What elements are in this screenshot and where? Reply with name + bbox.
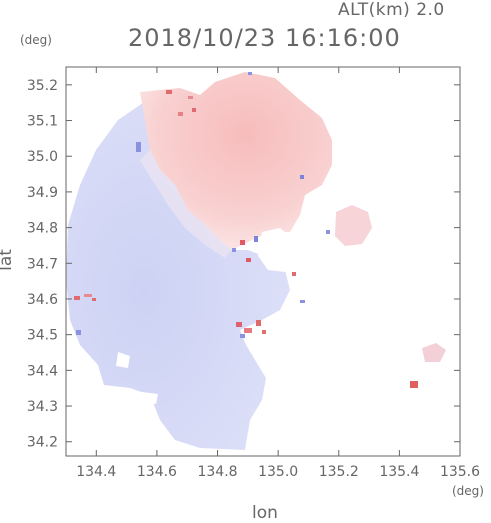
y-tick-label: 34.5 [27,328,58,344]
red-echo-region [140,72,332,250]
datetime-title: 2018/10/23 16:16:00 [128,24,401,52]
y-ticks: 34.2 34.3 34.4 34.5 34.6 34.7 34.8 34.9 35.0 35.1… [27,78,460,451]
x-tick-label: 134.4 [76,464,116,480]
transition-band [140,150,232,258]
x-tick-label: 134.8 [197,464,237,480]
speckle-cluster-north [166,90,196,116]
y-tick-label: 34.6 [27,292,58,308]
speckle-cluster-bay [236,320,266,338]
no-echo-notch [116,352,130,368]
x-tick-label: 135.4 [379,464,419,480]
y-tick-label: 34.8 [27,221,58,237]
no-echo-gap [258,228,296,272]
altitude-label: ALT(km) 2.0 [338,0,445,20]
y-tick-label: 34.4 [27,363,58,379]
y-tick-label: 34.7 [27,256,58,272]
plot-frame [65,66,461,457]
x-axis-label: lon [252,503,278,523]
x-tick-label: 134.6 [137,464,177,480]
x-tick-label: 135.2 [319,464,359,480]
x-tick-label: 135.0 [258,464,298,480]
lat-unit-label: (deg) [20,33,52,47]
x-tick-label: 135.6 [440,464,480,480]
y-tick-label: 34.2 [27,435,58,451]
x-ticks: 134.4 134.6 134.8 135.0 135.2 135.4 135.6 [76,67,480,480]
y-tick-label: 35.1 [27,114,58,130]
y-tick-label: 34.9 [27,185,58,201]
y-tick-label: 34.3 [27,399,58,415]
east-red-echo [335,205,372,246]
far-east-strong-cell [410,381,418,388]
y-tick-label: 35.2 [27,78,58,94]
y-tick-label: 35.0 [27,149,58,165]
radar-echo-layer [66,72,446,450]
lon-unit-label: (deg) [452,484,484,498]
speckle-cluster-west [74,142,141,335]
far-east-echo [422,343,446,362]
speckle-cluster-east [248,72,330,303]
no-echo-notch-2 [142,392,158,404]
